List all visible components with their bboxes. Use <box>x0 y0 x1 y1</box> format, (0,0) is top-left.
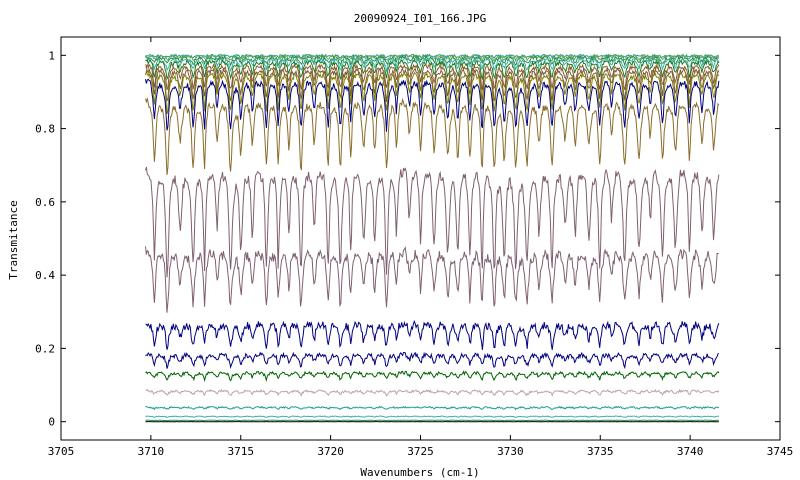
x-tick-label-3730: 3730 <box>497 445 524 458</box>
x-tick-label-3735: 3735 <box>587 445 614 458</box>
y-tick-label-2: 0.4 <box>35 269 55 282</box>
series-line-12 <box>145 319 720 350</box>
series-line-9 <box>145 96 720 175</box>
y-tick-label-1: 0.2 <box>35 342 55 355</box>
y-tick-label-3: 0.6 <box>35 196 55 209</box>
series-line-4 <box>145 58 720 81</box>
chart-title: 20090924_I01_166.JPG <box>354 12 486 25</box>
series-line-8 <box>145 78 720 132</box>
series-line-2 <box>145 54 720 68</box>
series-line-17 <box>145 415 720 419</box>
x-tick-label-3740: 3740 <box>677 445 704 458</box>
x-tick-label-3710: 3710 <box>138 445 165 458</box>
x-tick-label-3745: 3745 <box>767 445 794 458</box>
x-axis-label: Wavenumbers (cm-1) <box>360 466 479 479</box>
y-tick-label-5: 1 <box>48 49 55 62</box>
series-line-18 <box>145 419 719 422</box>
series-line-7 <box>145 69 720 115</box>
series-line-1 <box>145 53 720 63</box>
y-tick-label-0: 0 <box>48 416 55 429</box>
x-tick-label-3705: 3705 <box>48 445 75 458</box>
x-tick-label-3725: 3725 <box>407 445 434 458</box>
series-line-13 <box>145 351 720 370</box>
series-line-10 <box>145 166 720 278</box>
series-line-14 <box>145 370 720 383</box>
series-line-11 <box>145 246 720 313</box>
x-tick-label-3720: 3720 <box>317 445 344 458</box>
series-line-5 <box>145 63 720 91</box>
y-tick-label-4: 0.8 <box>35 123 55 136</box>
series-line-6 <box>145 66 720 102</box>
series-line-16 <box>145 405 720 411</box>
x-tick-label-3715: 3715 <box>228 445 255 458</box>
y-axis-label: Transmitance <box>7 200 20 279</box>
series-line-15 <box>145 388 720 397</box>
